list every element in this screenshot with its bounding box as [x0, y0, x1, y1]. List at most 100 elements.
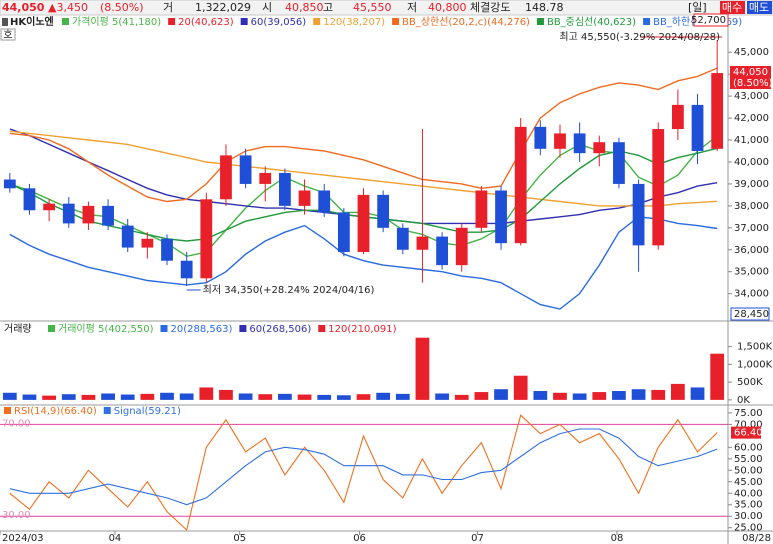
volume-bar — [297, 394, 312, 400]
label: 시 — [262, 1, 272, 14]
candle-body — [671, 104, 684, 130]
reference-label: 70.00 — [2, 418, 31, 429]
quote-button[interactable] — [0, 28, 16, 41]
candle-body — [82, 205, 95, 224]
legend-swatch — [103, 407, 111, 414]
change: ▲3,450 — [48, 1, 88, 14]
volume-bar — [278, 393, 292, 400]
period-button[interactable]: [일] — [688, 0, 707, 14]
legend-label: 60(39,056) — [251, 17, 307, 28]
legend-swatch — [168, 18, 176, 25]
sell-button[interactable] — [747, 1, 772, 14]
x-tick-label: 07 — [471, 533, 484, 544]
candle-body — [691, 104, 704, 151]
y-tick-label: 40,000 — [734, 157, 769, 168]
volume: 1,322,029 — [195, 1, 251, 14]
stock-icon — [2, 18, 8, 26]
volume-bar — [2, 392, 17, 400]
y-tick-label: 40.00 — [734, 488, 763, 499]
line — [9, 428, 718, 506]
candle-body — [337, 212, 350, 252]
volume-bar — [474, 392, 489, 400]
y-tick-label: 42,000 — [734, 113, 769, 124]
sell-label[interactable]: 매도 — [749, 1, 769, 14]
legend-swatch — [4, 407, 11, 414]
y-tick-label: 45,000 — [734, 47, 769, 58]
y-tick-label: 30.00 — [734, 511, 763, 522]
current-price-box — [730, 66, 771, 89]
volume-bar — [513, 375, 528, 400]
rsi-value-box — [731, 426, 761, 439]
candle-body — [475, 190, 488, 228]
candle-body — [298, 190, 311, 206]
volume-bar — [572, 393, 587, 400]
candle-body — [534, 126, 547, 149]
y-tick-label: 25.00 — [734, 523, 763, 534]
candle-body — [102, 205, 114, 226]
panel-label: 거래량 — [4, 323, 32, 335]
buy-label[interactable]: 매수 — [722, 1, 742, 14]
high: 45,550 — [353, 1, 392, 14]
rate: (8.50%) — [100, 1, 144, 14]
y-tick-label: 35,000 — [734, 267, 769, 278]
candle-body — [455, 227, 468, 266]
legend-swatch — [239, 325, 247, 332]
y-tick-label: 60.00 — [734, 442, 763, 453]
y-tick-label: 35.00 — [734, 500, 763, 511]
candle-body — [377, 194, 390, 228]
quote-label[interactable]: 호 — [3, 29, 12, 41]
volume-bar — [179, 393, 194, 400]
y-tick-label: 36,000 — [734, 245, 769, 256]
legend-label: 60(268,506) — [249, 324, 311, 335]
volume-bar — [140, 393, 155, 400]
legend-label: 가격이평 5(41,180) — [72, 15, 161, 28]
volume-bar — [612, 391, 626, 400]
volume-bar — [395, 393, 410, 400]
y-tick-label: 0K — [737, 395, 750, 406]
x-tick-label: 2024/03 — [2, 533, 44, 544]
y-tick-label: 39,000 — [734, 179, 769, 190]
y-tick-label: 55.00 — [734, 454, 763, 465]
legend-label: 120(210,091) — [328, 324, 396, 335]
volume-bar — [710, 353, 725, 400]
reference-label: 30.00 — [2, 510, 31, 521]
candle-body — [259, 172, 272, 184]
candle-body — [220, 155, 232, 200]
x-tick-label: 04 — [109, 533, 122, 544]
legend-swatch — [318, 325, 326, 332]
volume-bar — [101, 393, 115, 400]
volume-bar — [671, 383, 685, 400]
y-tick-label: 34,000 — [734, 289, 769, 300]
y-tick-label: 37,000 — [734, 223, 769, 234]
volume-bar — [553, 392, 567, 400]
candle-body — [396, 227, 409, 250]
line — [9, 130, 718, 207]
y-tick-label: 500K — [737, 377, 763, 388]
volume-bar — [494, 389, 508, 400]
volume-bar — [376, 392, 391, 400]
volume-bar — [61, 394, 76, 400]
label: 고 — [323, 1, 333, 14]
low: 40,800 — [428, 1, 467, 14]
candle-body — [161, 238, 173, 261]
y-tick-label: 75.00 — [734, 408, 763, 419]
legend-label: BB_상한선(20,2,c)(44,276) — [402, 16, 530, 28]
candle-body — [43, 203, 56, 211]
candle-body — [180, 260, 193, 279]
current-rate: (8.50%) — [733, 78, 773, 89]
high-annotation: 최고 45,550(-3.29% 2024/08/28) — [559, 31, 720, 43]
legend-label: 120(38,207) — [323, 17, 385, 28]
low-annotation: 최저 34,350(+28.24% 2024/04/16) — [203, 284, 375, 296]
legend-label: 20(288,563) — [171, 324, 233, 335]
candle-body — [279, 172, 291, 206]
candle-body — [200, 199, 213, 279]
volume-bar — [42, 395, 56, 400]
candle-body — [711, 73, 724, 149]
legend-swatch — [62, 18, 69, 25]
legend-label: Signal(59.21) — [114, 406, 181, 417]
current-price: 44,050 — [733, 67, 768, 78]
candle-body — [3, 179, 16, 189]
buy-button[interactable] — [720, 1, 745, 14]
candle-body — [23, 188, 36, 211]
